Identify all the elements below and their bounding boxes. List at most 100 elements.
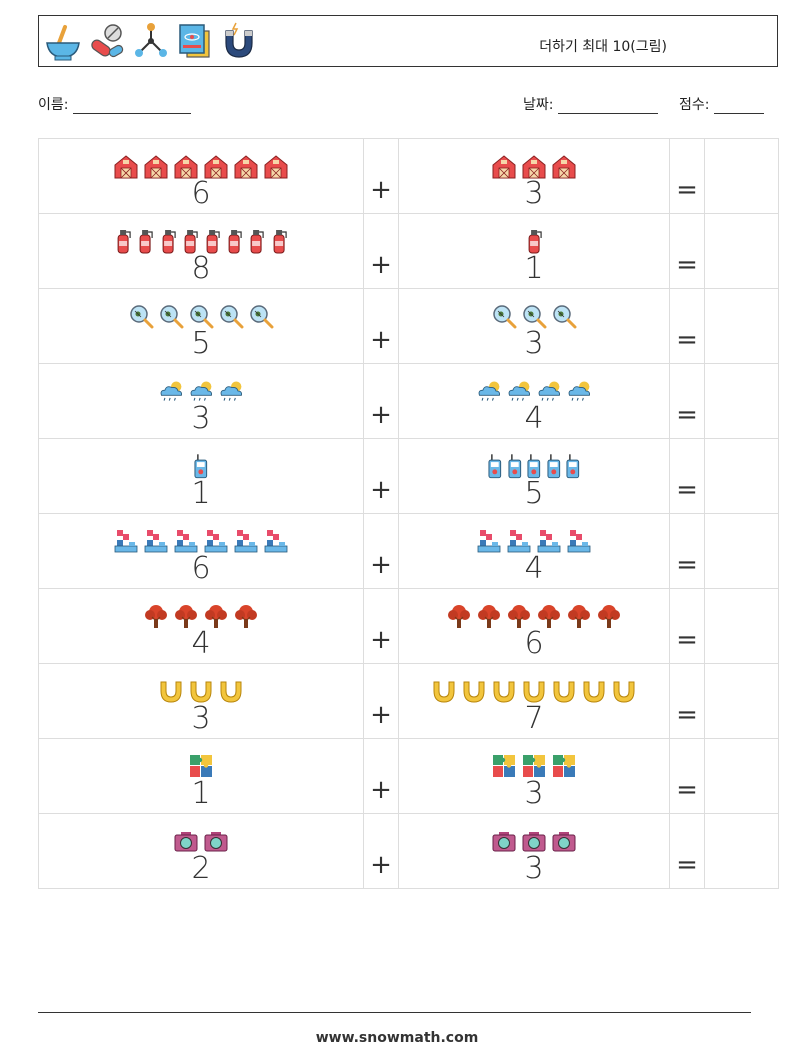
addend-number: 2 <box>191 851 211 886</box>
magnet-icon <box>225 22 253 58</box>
magnifier-bug-icon <box>188 303 214 329</box>
addend-number: 3 <box>524 176 544 211</box>
score-field[interactable]: 점수: <box>679 94 764 114</box>
plus-cell: + <box>363 363 399 439</box>
camera-icon <box>491 828 517 854</box>
answer-cell[interactable] <box>704 213 779 289</box>
camera-icon-group <box>489 822 579 854</box>
magnifier-bug-icon-group <box>126 297 276 329</box>
first-addend-cell: 8 <box>38 213 364 289</box>
answer-cell[interactable] <box>704 438 779 514</box>
walkie-talkie-icon-group <box>485 447 583 479</box>
molecule-icon <box>135 23 167 57</box>
rain-cloud-icon-group <box>156 372 246 404</box>
addend-number: 4 <box>191 626 211 661</box>
equals-cell: = <box>669 738 705 814</box>
name-field[interactable]: 이름: <box>38 94 191 114</box>
problem-row: 6 +4 = <box>38 513 779 589</box>
magnifier-bug-icon <box>551 303 577 329</box>
science-book-icon <box>179 24 210 58</box>
plus-sign: + <box>370 775 392 805</box>
addend-number: 3 <box>191 401 211 436</box>
plus-cell: + <box>363 588 399 664</box>
problem-row: 4 +6 = <box>38 588 779 664</box>
fire-extinguisher-icon-group <box>112 222 290 254</box>
horseshoe-icon-group <box>156 672 246 704</box>
first-addend-cell: 3 <box>38 663 364 739</box>
addend-number: 1 <box>191 476 211 511</box>
equals-sign: = <box>676 850 698 880</box>
walkie-talkie-icon <box>193 453 209 479</box>
tetris-blocks-icon <box>233 528 259 554</box>
horseshoe-icon <box>158 678 184 704</box>
problem-row: 3 +7 = <box>38 663 779 739</box>
camera-icon <box>521 828 547 854</box>
puzzle-icon <box>551 753 577 779</box>
equals-sign: = <box>676 325 698 355</box>
answer-cell[interactable] <box>704 813 779 889</box>
tree-icon <box>446 603 472 629</box>
equals-cell: = <box>669 513 705 589</box>
barn-icon <box>521 153 547 179</box>
answer-cell[interactable] <box>704 138 779 214</box>
date-field[interactable]: 날짜: <box>523 94 658 114</box>
name-label: 이름: <box>38 97 69 113</box>
walkie-talkie-icon <box>526 453 542 479</box>
equals-sign: = <box>676 475 698 505</box>
equals-cell: = <box>669 138 705 214</box>
tetris-blocks-icon-group <box>111 522 291 554</box>
answer-cell[interactable] <box>704 363 779 439</box>
tree-icon <box>596 603 622 629</box>
puzzle-icon-group <box>186 747 216 779</box>
second-addend-cell: 3 <box>398 813 670 889</box>
horseshoe-icon <box>218 678 244 704</box>
date-line[interactable] <box>557 101 658 114</box>
answer-cell[interactable] <box>704 663 779 739</box>
name-line[interactable] <box>72 101 191 114</box>
footer-url: www.snowmath.com <box>315 1030 479 1046</box>
tree-icon-group <box>444 597 624 629</box>
addend-number: 5 <box>191 326 211 361</box>
first-addend-cell: 1 <box>38 438 364 514</box>
tree-icon <box>173 603 199 629</box>
worksheet-title: 더하기 최대 10(그림) <box>539 39 667 55</box>
date-label: 날짜: <box>523 97 554 113</box>
score-line[interactable] <box>713 101 764 114</box>
barn-icon-group <box>489 147 579 179</box>
pills-icon <box>91 24 124 58</box>
barn-icon <box>491 153 517 179</box>
tree-icon-group <box>141 597 261 629</box>
fire-extinguisher-icon <box>247 228 265 254</box>
plus-cell: + <box>363 738 399 814</box>
walkie-talkie-icon <box>565 453 581 479</box>
answer-cell[interactable] <box>704 513 779 589</box>
barn-icon <box>113 153 139 179</box>
worksheet-header: 더하기 최대 10(그림) <box>38 15 778 67</box>
equals-cell: = <box>669 288 705 364</box>
fire-extinguisher-icon <box>203 228 221 254</box>
plus-sign: + <box>370 850 392 880</box>
tetris-blocks-icon <box>536 528 562 554</box>
problem-row: 2 +3 = <box>38 813 779 889</box>
answer-cell[interactable] <box>704 588 779 664</box>
barn-icon <box>551 153 577 179</box>
equals-cell: = <box>669 588 705 664</box>
problem-row: 5 +3 = <box>38 288 779 364</box>
fire-extinguisher-icon <box>225 228 243 254</box>
fire-extinguisher-icon <box>525 228 543 254</box>
tetris-blocks-icon <box>113 528 139 554</box>
plus-sign: + <box>370 550 392 580</box>
footer-divider <box>38 1012 751 1013</box>
tetris-blocks-icon <box>506 528 532 554</box>
addend-number: 6 <box>524 626 544 661</box>
walkie-talkie-icon <box>487 453 503 479</box>
equals-cell: = <box>669 438 705 514</box>
addend-number: 4 <box>524 551 544 586</box>
tetris-blocks-icon <box>173 528 199 554</box>
answer-cell[interactable] <box>704 288 779 364</box>
answer-cell[interactable] <box>704 738 779 814</box>
equals-cell: = <box>669 213 705 289</box>
puzzle-icon <box>521 753 547 779</box>
addend-number: 8 <box>191 251 211 286</box>
addition-table: 6 +3 = 8 +1 = 5 +3 = 3 +4 = 1 +5 = 6 +4 = 4 +6 = 3 +7 = 1 +3 = 2 +3 = <box>38 138 779 889</box>
